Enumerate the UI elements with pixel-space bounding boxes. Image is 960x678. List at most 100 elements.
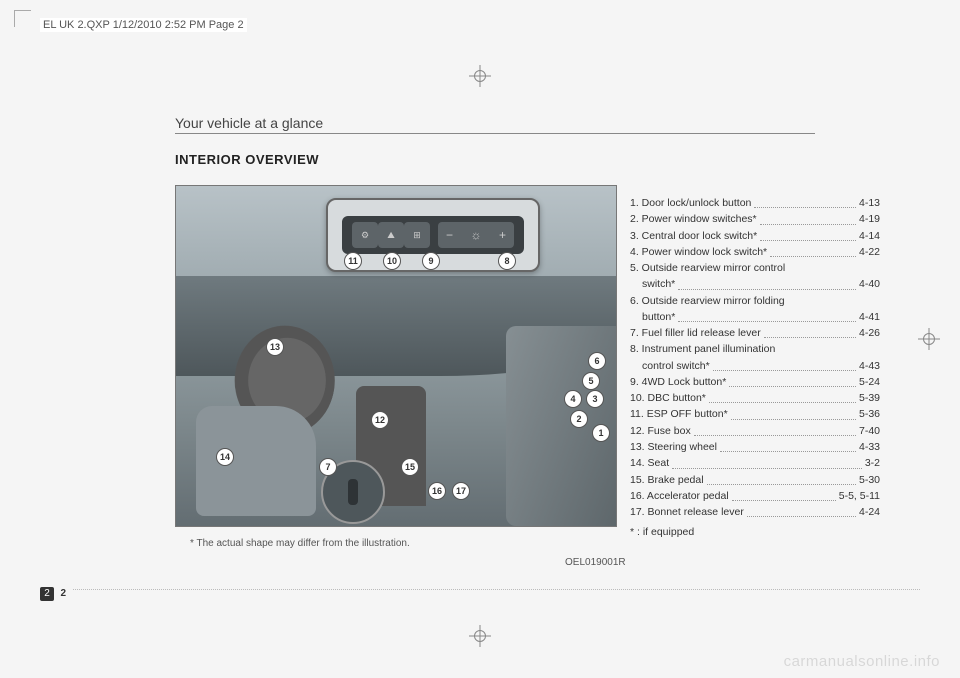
figure-code: OEL019001R (565, 557, 626, 568)
callout-13: 13 (266, 338, 284, 356)
rocker-plus: + (499, 228, 506, 242)
chapter-number: 2 (40, 587, 54, 601)
list-page: 5-5, 5-11 (839, 488, 880, 504)
list-page: 5-30 (859, 472, 880, 488)
crop-mark-corner (14, 10, 31, 27)
list-label: 1. Door lock/unlock button (630, 195, 751, 211)
list-item: 4. Power window lock switch* 4-22 (630, 244, 880, 260)
callout-10: 10 (383, 252, 401, 270)
list-label: 12. Fuse box (630, 423, 691, 439)
callout-3: 3 (586, 390, 604, 408)
list-page: 4-33 (859, 439, 880, 455)
list-item: 3. Central door lock switch* 4-14 (630, 228, 880, 244)
list-label: 5. Outside rearview mirror control (630, 260, 785, 276)
list-page: 4-24 (859, 504, 880, 520)
list-page: 4-43 (859, 358, 880, 374)
list-label: 8. Instrument panel illumination (630, 341, 775, 357)
list-item: 2. Power window switches* 4-19 (630, 211, 880, 227)
interior-illustration: ⚙ ⛰ ⊞ − ☼ + 11 10 9 8 6 5 4 3 2 1 13 12 … (175, 185, 617, 527)
list-label: 15. Brake pedal (630, 472, 704, 488)
callout-7: 7 (319, 458, 337, 476)
list-label: 2. Power window switches* (630, 211, 757, 227)
list-item: 17. Bonnet release lever 4-24 (630, 504, 880, 520)
list-page: 4-13 (859, 195, 880, 211)
callout-17: 17 (452, 482, 470, 500)
list-item: 12. Fuse box 7-40 (630, 423, 880, 439)
callout-15: 15 (401, 458, 419, 476)
list-item: 15. Brake pedal 5-30 (630, 472, 880, 488)
registration-mark-right (918, 328, 940, 350)
floor-lever-inset: 7 (321, 460, 385, 524)
list-label: 13. Steering wheel (630, 439, 717, 455)
footnote: * : if equipped (630, 524, 880, 540)
page-number-value: 2 (60, 588, 66, 599)
inset-btn-10: ⛰ (378, 222, 404, 248)
registration-mark-bottom (469, 625, 491, 647)
callout-8: 8 (498, 252, 516, 270)
list-page: 4-22 (859, 244, 880, 260)
list-item: 13. Steering wheel 4-33 (630, 439, 880, 455)
callout-1: 1 (592, 424, 610, 442)
inset-switch-row: ⚙ ⛰ ⊞ − ☼ + (342, 216, 524, 254)
list-page: 4-41 (859, 309, 880, 325)
list-page: 5-39 (859, 390, 880, 406)
section-title: Your vehicle at a glance (175, 115, 815, 134)
list-page: 5-36 (859, 406, 880, 422)
list-sublabel: button* (642, 309, 675, 325)
page-number: 2 2 (40, 583, 72, 601)
seat-shape (196, 406, 316, 516)
list-page: 3-2 (865, 455, 880, 471)
list-label: 3. Central door lock switch* (630, 228, 757, 244)
callout-9: 9 (422, 252, 440, 270)
list-label: 4. Power window lock switch* (630, 244, 767, 260)
callout-12: 12 (371, 411, 389, 429)
list-page: 4-14 (859, 228, 880, 244)
list-item: 16. Accelerator pedal 5-5, 5-11 (630, 488, 880, 504)
inset-panel: ⚙ ⛰ ⊞ − ☼ + 11 10 9 8 (326, 198, 540, 272)
list-item-sub: control switch* 4-43 (642, 358, 880, 374)
list-item-sub: button* 4-41 (642, 309, 880, 325)
callout-4: 4 (564, 390, 582, 408)
callout-16: 16 (428, 482, 446, 500)
inset-rocker-8: − ☼ + (438, 222, 514, 248)
rocker-symbol: ☼ (471, 228, 482, 242)
print-header: EL UK 2.QXP 1/12/2010 2:52 PM Page 2 (40, 18, 247, 32)
inset-btn-9: ⊞ (404, 222, 430, 248)
list-page: 5-24 (859, 374, 880, 390)
list-item-sub: switch* 4-40 (642, 276, 880, 292)
list-item: 9. 4WD Lock button* 5-24 (630, 374, 880, 390)
list-item: 6. Outside rearview mirror folding (630, 293, 880, 309)
page-heading: INTERIOR OVERVIEW (175, 152, 319, 167)
list-item: 5. Outside rearview mirror control (630, 260, 880, 276)
list-item: 14. Seat 3-2 (630, 455, 880, 471)
inset-btn-11: ⚙ (352, 222, 378, 248)
list-label: 16. Accelerator pedal (630, 488, 729, 504)
list-label: 6. Outside rearview mirror folding (630, 293, 785, 309)
feature-list: 1. Door lock/unlock button4-132. Power w… (630, 195, 880, 541)
list-page: 7-40 (859, 423, 880, 439)
list-label: 10. DBC button* (630, 390, 706, 406)
list-label: 17. Bonnet release lever (630, 504, 744, 520)
list-page: 4-19 (859, 211, 880, 227)
list-sublabel: control switch* (642, 358, 710, 374)
header-text: EL UK 2.QXP 1/12/2010 2:52 PM Page 2 (40, 18, 247, 32)
rocker-minus: − (446, 228, 453, 242)
list-item: 10. DBC button* 5-39 (630, 390, 880, 406)
list-label: 9. 4WD Lock button* (630, 374, 726, 390)
callout-11: 11 (344, 252, 362, 270)
illustration-caption: * The actual shape may differ from the i… (190, 538, 410, 549)
list-page: 4-40 (859, 276, 880, 292)
list-item: 7. Fuel filler lid release lever4-26 (630, 325, 880, 341)
callout-2: 2 (570, 410, 588, 428)
registration-mark-top (469, 65, 491, 87)
footer-rule (40, 589, 920, 590)
list-item: 8. Instrument panel illumination (630, 341, 880, 357)
list-label: 11. ESP OFF button* (630, 406, 728, 422)
list-item: 1. Door lock/unlock button 4-13 (630, 195, 880, 211)
list-page: 4-26 (859, 325, 880, 341)
list-sublabel: switch* (642, 276, 675, 292)
callout-14: 14 (216, 448, 234, 466)
list-label: 14. Seat (630, 455, 669, 471)
release-lever-shape (348, 479, 358, 505)
list-item: 11. ESP OFF button* 5-36 (630, 406, 880, 422)
